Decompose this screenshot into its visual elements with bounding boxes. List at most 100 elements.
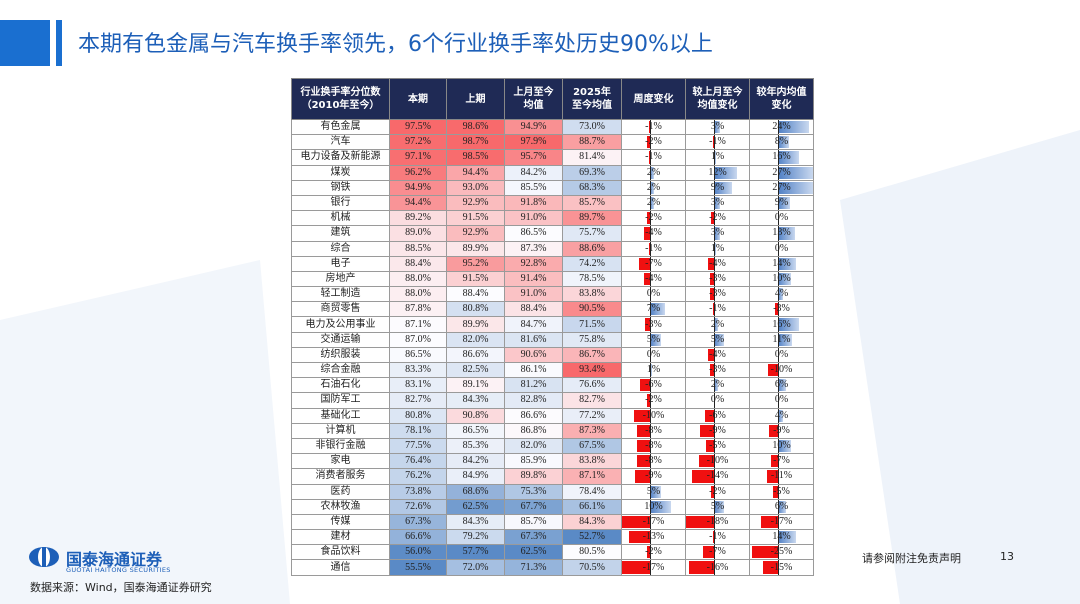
change-bar xyxy=(637,455,651,468)
change-label: 6% xyxy=(774,500,789,512)
change-bar xyxy=(714,181,732,194)
turnover-cell: 86.7% xyxy=(562,346,622,364)
turnover-cell: 71.3% xyxy=(504,559,563,576)
change-label: 9% xyxy=(710,181,725,193)
change-cell: 9% xyxy=(749,194,814,212)
axis-line xyxy=(714,135,716,149)
industry-name: 通信 xyxy=(291,559,390,576)
axis-line xyxy=(650,393,652,408)
change-label: 0% xyxy=(774,348,789,360)
change-label: -17% xyxy=(642,561,665,573)
turnover-cell: 62.5% xyxy=(504,544,563,561)
axis-line xyxy=(650,333,652,347)
change-cell: -1% xyxy=(621,149,686,166)
turnover-cell: 83.8% xyxy=(562,453,622,470)
axis-line xyxy=(714,545,716,559)
axis-line xyxy=(778,485,780,499)
turnover-cell: 97.9% xyxy=(504,134,563,151)
change-label: 3% xyxy=(710,121,725,133)
change-label: 27% xyxy=(772,181,791,193)
turnover-cell: 94.4% xyxy=(389,194,447,212)
change-label: 10% xyxy=(644,500,663,512)
axis-line xyxy=(714,317,716,332)
industry-name: 医药 xyxy=(291,483,390,500)
change-label: 13% xyxy=(772,227,791,239)
industry-name: 汽车 xyxy=(291,134,390,151)
change-label: -17% xyxy=(642,515,665,527)
change-bar xyxy=(647,394,651,407)
axis-line xyxy=(650,242,652,256)
change-cell: -3% xyxy=(749,301,814,318)
axis-line xyxy=(714,454,716,468)
change-bar xyxy=(778,257,797,270)
change-cell: -2% xyxy=(685,210,750,227)
axis-line xyxy=(714,302,716,316)
axis-line xyxy=(714,226,716,240)
change-label: 1% xyxy=(710,242,725,254)
change-bar xyxy=(778,531,797,544)
change-cell: 10% xyxy=(749,437,814,455)
turnover-cell: 77.2% xyxy=(562,407,622,424)
change-label: 10% xyxy=(772,272,791,284)
axis-line xyxy=(650,196,652,210)
turnover-cell: 92.8% xyxy=(504,255,563,272)
change-bar xyxy=(771,455,779,468)
axis-line xyxy=(714,500,716,514)
turnover-cell: 83.8% xyxy=(562,286,622,303)
axis-line xyxy=(714,485,716,499)
table-row: 交通运输 87.0% 82.0% 81.6% 75.8% 5% 5% 11% xyxy=(291,331,814,348)
industry-name: 商贸零售 xyxy=(291,301,390,318)
change-label: -3% xyxy=(709,288,726,300)
turnover-cell: 67.3% xyxy=(389,513,447,531)
change-bar xyxy=(778,181,813,194)
change-label: -2% xyxy=(645,546,662,558)
axis-line xyxy=(650,211,652,225)
change-cell: 16% xyxy=(749,316,814,333)
turnover-cell: 80.5% xyxy=(562,544,622,561)
turnover-cell: 95.7% xyxy=(504,149,563,166)
turnover-cell: 92.9% xyxy=(446,225,505,242)
change-cell: 1% xyxy=(685,149,750,166)
turnover-cell: 98.5% xyxy=(446,149,505,166)
change-label: -5% xyxy=(709,440,726,452)
change-bar xyxy=(698,455,715,468)
turnover-cell: 98.6% xyxy=(446,118,505,136)
change-label: -25% xyxy=(770,546,793,558)
change-bar xyxy=(778,227,796,240)
change-label: 0% xyxy=(774,212,789,224)
column-header-line: （2010年至今） xyxy=(301,100,380,111)
page-number: 13 xyxy=(1000,550,1014,563)
change-cell: 6% xyxy=(749,498,814,515)
industry-name: 综合 xyxy=(291,240,390,257)
change-cell: 10% xyxy=(621,498,686,515)
change-label: -5% xyxy=(773,485,790,497)
change-cell: 0% xyxy=(749,240,814,257)
turnover-cell: 97.2% xyxy=(389,134,447,151)
change-cell: 5% xyxy=(685,498,750,515)
turnover-cell: 72.6% xyxy=(389,498,447,515)
change-cell: -18% xyxy=(685,513,750,531)
change-bar xyxy=(712,136,715,149)
change-cell: -11% xyxy=(749,468,814,485)
turnover-cell: 68.3% xyxy=(562,179,622,196)
axis-line xyxy=(650,226,652,240)
industry-name: 电子 xyxy=(291,255,390,272)
change-bar xyxy=(778,121,810,134)
change-bar xyxy=(650,500,671,513)
change-label: -17% xyxy=(770,515,793,527)
change-bar xyxy=(714,500,724,513)
turnover-cell: 91.0% xyxy=(504,210,563,227)
table-row: 房地产 88.0% 91.5% 91.4% 78.5% -4% -3% 10% xyxy=(291,270,814,288)
column-header-line: 上期 xyxy=(465,93,486,105)
change-bar xyxy=(638,257,651,270)
change-cell: 0% xyxy=(749,392,814,409)
change-label: 5% xyxy=(710,333,725,345)
change-label: 9% xyxy=(774,197,789,209)
column-header-line: 2025年 xyxy=(573,87,611,98)
table-row: 电力及公用事业 87.1% 89.9% 84.7% 71.5% -3% 2% 16% xyxy=(291,316,814,333)
change-label: 1% xyxy=(710,151,725,163)
change-label: 16% xyxy=(772,151,791,163)
turnover-cell: 75.8% xyxy=(562,331,622,348)
industry-name: 食品饮料 xyxy=(291,544,390,561)
change-label: -4% xyxy=(709,257,726,269)
